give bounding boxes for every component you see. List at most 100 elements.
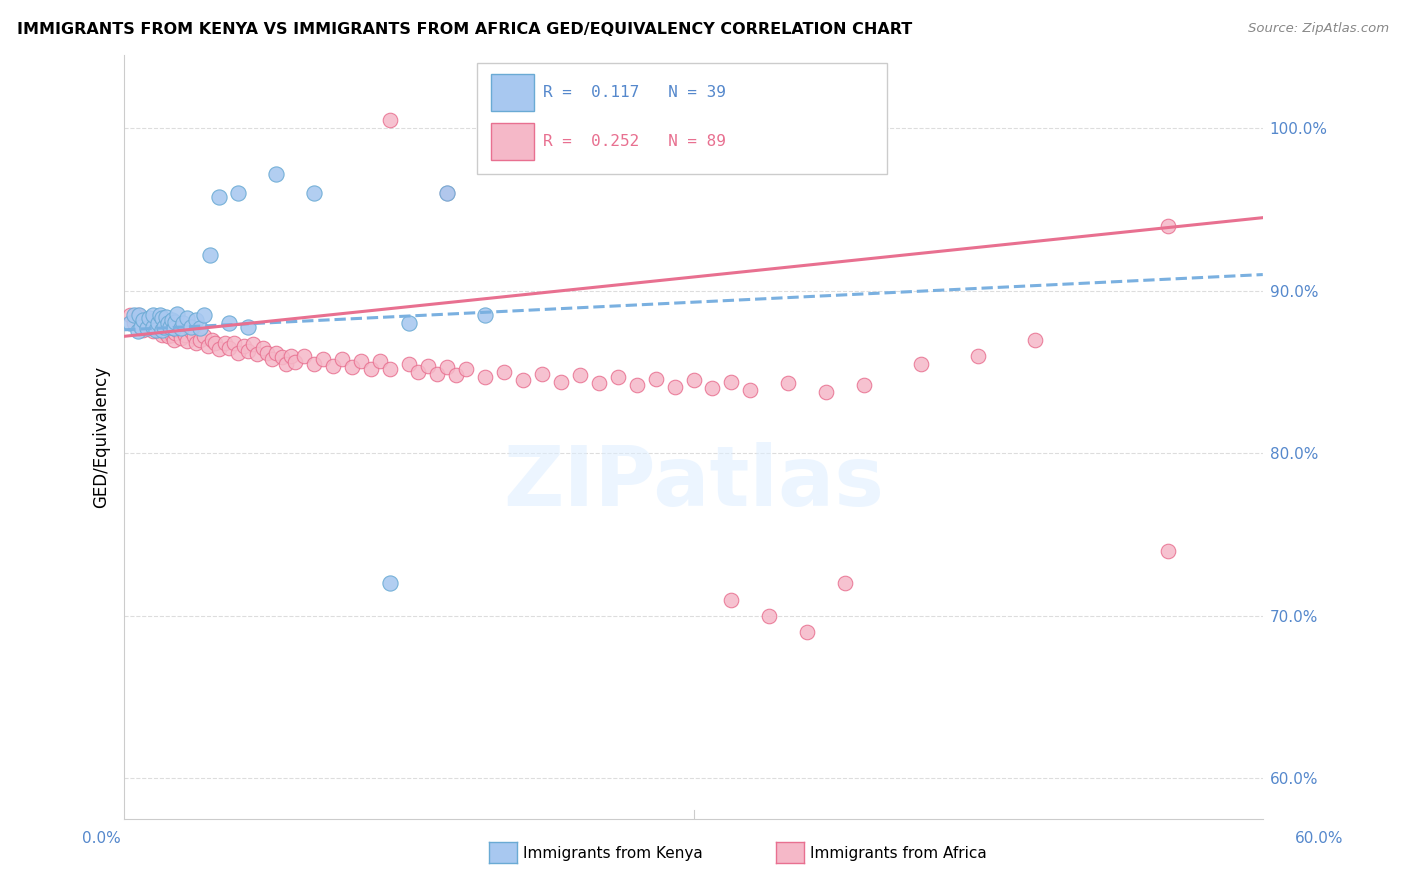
Bar bbox=[491, 74, 534, 111]
Point bbox=[758, 608, 780, 623]
Point bbox=[138, 311, 160, 326]
Point bbox=[550, 375, 572, 389]
Point bbox=[132, 313, 155, 327]
Point bbox=[436, 186, 458, 201]
Point bbox=[186, 313, 208, 327]
Point bbox=[312, 352, 335, 367]
Point bbox=[148, 318, 170, 332]
Point bbox=[294, 349, 316, 363]
Point bbox=[815, 384, 838, 399]
Text: Source: ZipAtlas.com: Source: ZipAtlas.com bbox=[1249, 22, 1389, 36]
Point bbox=[280, 349, 302, 363]
Point bbox=[778, 376, 800, 391]
Point bbox=[188, 333, 211, 347]
Point bbox=[264, 345, 287, 359]
Point bbox=[188, 321, 211, 335]
Point bbox=[853, 378, 876, 392]
Point bbox=[204, 335, 226, 350]
Point bbox=[160, 327, 183, 342]
Y-axis label: GED/Equivalency: GED/Equivalency bbox=[93, 366, 110, 508]
Point bbox=[530, 367, 553, 381]
Point bbox=[284, 355, 307, 369]
Point bbox=[122, 308, 145, 322]
Point bbox=[436, 360, 458, 375]
Point bbox=[180, 319, 202, 334]
Point bbox=[139, 318, 162, 332]
Point bbox=[208, 343, 231, 357]
Text: R =  0.252   N = 89: R = 0.252 N = 89 bbox=[543, 134, 725, 149]
Point bbox=[149, 308, 172, 322]
Point bbox=[162, 333, 184, 347]
Point bbox=[166, 323, 188, 337]
Point bbox=[128, 308, 150, 322]
Point bbox=[159, 319, 181, 334]
Point bbox=[378, 113, 401, 128]
Point bbox=[720, 375, 742, 389]
Bar bbox=[491, 123, 534, 160]
Text: 60.0%: 60.0% bbox=[1295, 831, 1343, 846]
Point bbox=[740, 383, 762, 397]
Point bbox=[226, 186, 249, 201]
Point bbox=[129, 319, 152, 334]
Point bbox=[153, 319, 176, 334]
Point bbox=[160, 313, 183, 327]
Point bbox=[796, 625, 818, 640]
Point bbox=[136, 321, 159, 335]
Point bbox=[176, 311, 198, 326]
Point bbox=[149, 325, 172, 339]
Point bbox=[142, 319, 165, 334]
Point bbox=[740, 113, 762, 128]
Point bbox=[454, 361, 477, 376]
Point bbox=[148, 316, 170, 330]
Point bbox=[150, 311, 173, 326]
Point bbox=[193, 329, 215, 343]
Point bbox=[426, 367, 449, 381]
Point bbox=[398, 357, 420, 371]
Point bbox=[246, 347, 269, 361]
Text: Immigrants from Africa: Immigrants from Africa bbox=[810, 847, 987, 861]
Point bbox=[568, 368, 591, 383]
Point bbox=[474, 308, 496, 322]
Point bbox=[262, 352, 284, 367]
Point bbox=[150, 323, 173, 337]
Point bbox=[1024, 333, 1046, 347]
Point bbox=[302, 186, 325, 201]
Point bbox=[218, 316, 240, 330]
Point bbox=[122, 316, 145, 330]
Point bbox=[236, 319, 259, 334]
Point bbox=[176, 334, 198, 348]
Point bbox=[165, 315, 187, 329]
Point bbox=[588, 376, 610, 391]
Point bbox=[142, 308, 165, 322]
Point bbox=[197, 339, 219, 353]
Point bbox=[252, 341, 274, 355]
Point bbox=[720, 592, 742, 607]
Point bbox=[208, 189, 231, 203]
Point bbox=[142, 325, 165, 339]
Point bbox=[159, 323, 181, 337]
Point bbox=[170, 331, 193, 345]
Point bbox=[150, 327, 173, 342]
Point bbox=[378, 576, 401, 591]
Point bbox=[256, 345, 278, 359]
Point bbox=[370, 353, 392, 368]
Point bbox=[214, 335, 236, 350]
Point bbox=[127, 325, 149, 339]
Point bbox=[155, 326, 177, 340]
Point bbox=[226, 345, 249, 359]
Text: 0.0%: 0.0% bbox=[82, 831, 121, 846]
Point bbox=[174, 327, 197, 342]
Point bbox=[436, 186, 458, 201]
Point bbox=[186, 335, 208, 350]
Point bbox=[143, 315, 166, 329]
Point bbox=[193, 308, 215, 322]
Text: Immigrants from Kenya: Immigrants from Kenya bbox=[523, 847, 703, 861]
Point bbox=[218, 341, 240, 355]
Point bbox=[967, 349, 990, 363]
Point bbox=[626, 378, 648, 392]
Point bbox=[162, 321, 184, 335]
Point bbox=[474, 370, 496, 384]
Point bbox=[340, 360, 363, 375]
Text: IMMIGRANTS FROM KENYA VS IMMIGRANTS FROM AFRICA GED/EQUIVALENCY CORRELATION CHAR: IMMIGRANTS FROM KENYA VS IMMIGRANTS FROM… bbox=[17, 22, 912, 37]
Point bbox=[264, 167, 287, 181]
